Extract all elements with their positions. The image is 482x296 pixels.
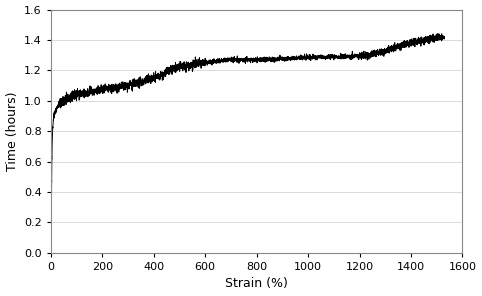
- Y-axis label: Time (hours): Time (hours): [6, 91, 18, 171]
- X-axis label: Strain (%): Strain (%): [225, 277, 288, 290]
